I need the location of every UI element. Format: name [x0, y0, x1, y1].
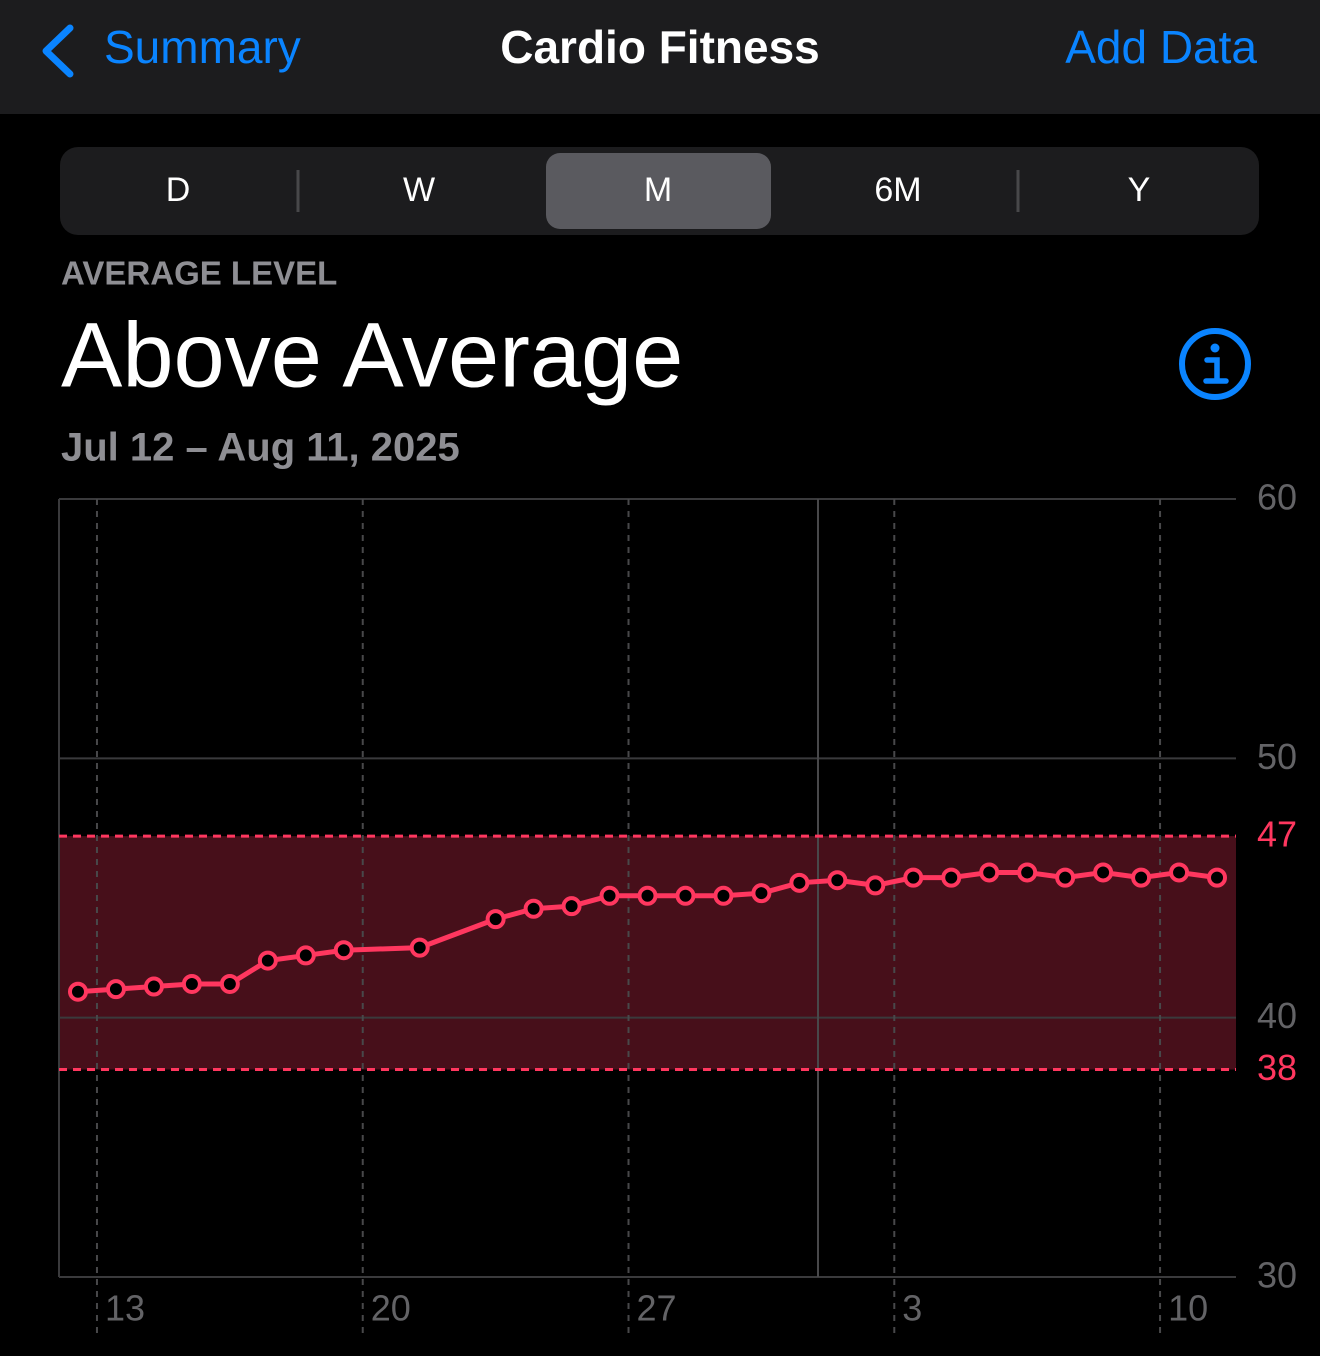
data-point [219, 973, 240, 994]
data-point [105, 979, 126, 1000]
data-point [67, 981, 88, 1002]
back-button[interactable]: Summary [104, 21, 301, 73]
segment-selected [546, 153, 771, 229]
nav-bar [0, 0, 1320, 114]
data-point [713, 885, 734, 906]
data-point [827, 870, 848, 891]
data-point [865, 875, 886, 896]
data-point [1055, 867, 1076, 888]
data-point [523, 898, 544, 919]
data-point [1131, 867, 1152, 888]
data-point [1017, 862, 1038, 883]
segment[interactable]: D [166, 171, 191, 209]
data-point [751, 883, 772, 904]
data-point [979, 862, 1000, 883]
back-chevron[interactable] [42, 24, 74, 78]
date-range: Jul 12 – Aug 11, 2025 [61, 426, 460, 470]
nav-title: Cardio Fitness [500, 21, 820, 73]
data-point [143, 976, 164, 997]
band-label: 47 [1257, 814, 1297, 855]
data-point [903, 867, 924, 888]
x-tick-label: 27 [637, 1288, 677, 1329]
data-point [485, 909, 506, 930]
data-point [561, 896, 582, 917]
data-point [675, 885, 696, 906]
data-point [1093, 862, 1114, 883]
data-point [257, 950, 278, 971]
data-point [1207, 867, 1228, 888]
x-tick-label: 20 [371, 1288, 411, 1329]
x-tick-label: 10 [1168, 1288, 1208, 1329]
data-point [181, 973, 202, 994]
segment[interactable]: Y [1128, 171, 1151, 209]
y-tick-label: 40 [1257, 995, 1297, 1036]
chart: 30 40 50 60 13 20 27 3 10 38 47 [58, 477, 1297, 1339]
info-dot [1210, 343, 1220, 353]
data-point [789, 872, 810, 893]
info-circle [1179, 328, 1251, 400]
band-label: 38 [1257, 1047, 1297, 1088]
segment[interactable]: W [403, 171, 435, 209]
data-point [333, 940, 354, 961]
x-tick-label: 13 [105, 1288, 145, 1329]
data-point [941, 867, 962, 888]
data-point [1169, 862, 1190, 883]
y-tick-label: 50 [1257, 736, 1297, 777]
info-stem [1203, 357, 1229, 384]
data-point [409, 937, 430, 958]
data-point [295, 945, 316, 966]
add-data-button[interactable]: Add Data [1065, 21, 1257, 73]
level-value: Above Average [61, 304, 683, 406]
data-point [599, 885, 620, 906]
y-tick-label: 60 [1257, 477, 1297, 518]
y-tick-label: 30 [1257, 1255, 1297, 1296]
x-tick-label: 3 [902, 1288, 922, 1329]
level-label: AVERAGE LEVEL [61, 255, 337, 292]
segment[interactable]: M [644, 171, 672, 209]
segment[interactable]: 6M [874, 171, 921, 209]
data-point [637, 885, 658, 906]
info-button[interactable] [1179, 328, 1251, 400]
